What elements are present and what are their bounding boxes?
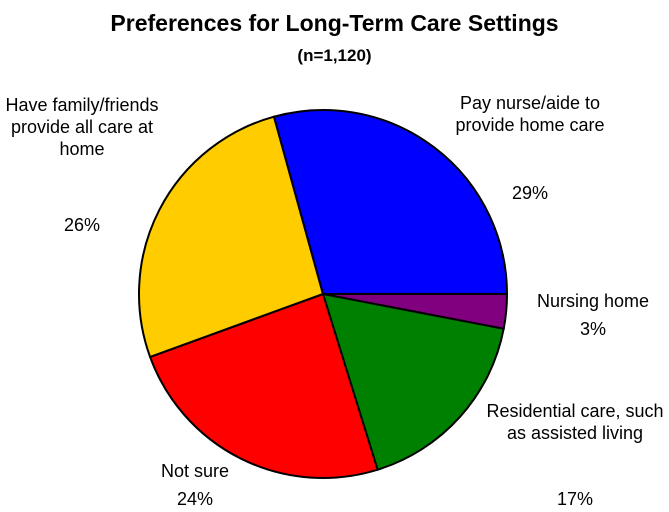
pie-slice — [138, 115, 325, 359]
pie-slice — [272, 109, 509, 295]
chart-title: Preferences for Long-Term Care Settings — [110, 10, 559, 36]
value-label: 24% — [176, 489, 214, 509]
slice-label: Not sure — [160, 461, 230, 481]
slice-label: Nursing home — [536, 291, 650, 311]
value-label: 3% — [579, 319, 606, 339]
value-label: 17% — [556, 489, 594, 509]
pie-slice — [321, 292, 505, 471]
chart-subtitle: (n=1,120) — [297, 46, 372, 65]
slice-label: Have family/friends provide all care at … — [5, 95, 159, 159]
slice-label: Pay nurse/aide to provide home care — [455, 93, 605, 135]
value-label: 29% — [511, 183, 549, 203]
slice-label: Residential care, such as assisted livin… — [486, 401, 664, 443]
pie-slice — [148, 292, 379, 479]
value-label: 26% — [63, 215, 101, 235]
